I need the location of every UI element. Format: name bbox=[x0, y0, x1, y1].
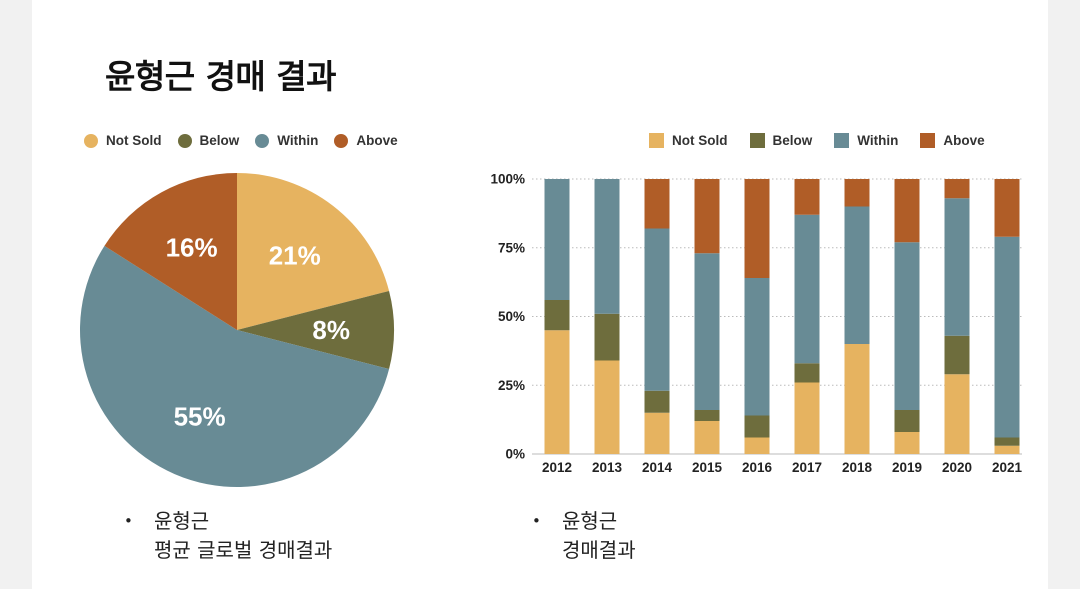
bar-segment-below-2015 bbox=[694, 410, 720, 421]
x-tick-label: 2021 bbox=[992, 460, 1022, 475]
legend-label: Not Sold bbox=[672, 133, 728, 148]
legend-swatch-within bbox=[834, 133, 850, 148]
legend-swatch-within bbox=[255, 133, 270, 148]
bar-segment-not-sold-2015 bbox=[694, 421, 720, 454]
bar-segment-not-sold-2013 bbox=[594, 360, 620, 454]
bar-segment-above-2016 bbox=[744, 179, 770, 278]
y-tick-label: 100% bbox=[490, 172, 525, 187]
legend-label: Below bbox=[772, 133, 813, 148]
pie-slice-below bbox=[237, 290, 394, 370]
bar-segment-below-2017 bbox=[794, 363, 820, 383]
legend-item-above: Above bbox=[334, 133, 398, 148]
y-tick-label: 50% bbox=[498, 309, 525, 324]
legend-label: Not Sold bbox=[106, 133, 162, 148]
bar-segment-not-sold-2016 bbox=[744, 437, 770, 454]
bar-segment-above-2018 bbox=[844, 179, 870, 207]
pie-legend: Not Sold Below Within Above bbox=[84, 133, 398, 148]
bar-segment-not-sold-2020 bbox=[944, 374, 970, 454]
legend-label: Above bbox=[943, 133, 985, 148]
legend-label: Within bbox=[277, 133, 319, 148]
bar-segment-not-sold-2021 bbox=[994, 445, 1020, 454]
bar-segment-below-2020 bbox=[944, 335, 970, 375]
note-left-line2: 평균 글로벌 경매결과 bbox=[154, 538, 333, 562]
y-tick-label: 25% bbox=[498, 378, 525, 393]
bar-segment-within-2016 bbox=[744, 278, 770, 416]
legend-item-not-sold: Not Sold bbox=[84, 133, 162, 148]
pie-slice-not-sold bbox=[237, 173, 390, 330]
stacked-bar-chart: 0% 25% 50% 75% 100% 2012 2013 2014 2015 2016 2017 2… bbox=[490, 172, 1022, 475]
x-tick-label: 2012 bbox=[542, 460, 572, 475]
bar-segment-within-2015 bbox=[694, 253, 720, 410]
pie-chart: 21% 8% 55% 16% bbox=[80, 173, 394, 487]
bar-segment-within-2019 bbox=[894, 242, 920, 410]
legend-item-below: Below bbox=[749, 133, 813, 148]
x-tick-label: 2018 bbox=[842, 460, 873, 475]
pie-slice-above bbox=[104, 173, 237, 330]
bar-segment-above-2015 bbox=[694, 179, 720, 254]
bar-segment-within-2013 bbox=[594, 179, 620, 314]
bar-segment-below-2014 bbox=[644, 390, 670, 413]
legend-swatch-below bbox=[749, 133, 765, 148]
bullet-dot: • bbox=[124, 512, 133, 530]
legend-label: Above bbox=[356, 133, 398, 148]
legend-swatch-above bbox=[334, 133, 349, 148]
bar-segment-not-sold-2012 bbox=[544, 330, 570, 454]
legend-label: Within bbox=[857, 133, 899, 148]
page-title: 윤형근 경매 결과 bbox=[105, 57, 337, 96]
x-tick-label: 2014 bbox=[642, 460, 673, 475]
note-left-line1: 윤형근 bbox=[154, 509, 210, 533]
legend-item-within: Within bbox=[255, 133, 318, 148]
pie-label-not-sold: 21% bbox=[269, 241, 321, 271]
note-left: • 윤형근 평균 글로벌 경매결과 bbox=[124, 507, 333, 565]
bar-segment-within-2020 bbox=[944, 198, 970, 336]
bar-segment-not-sold-2018 bbox=[844, 344, 870, 454]
x-tick-label: 2016 bbox=[742, 460, 773, 475]
x-tick-label: 2020 bbox=[942, 460, 972, 475]
bar-segment-below-2021 bbox=[994, 437, 1020, 446]
bar-segment-above-2014 bbox=[644, 179, 670, 229]
legend-swatch-not-sold bbox=[649, 133, 664, 148]
bar-segment-below-2012 bbox=[544, 300, 570, 331]
bar-segment-below-2016 bbox=[744, 415, 770, 438]
bar-segment-not-sold-2014 bbox=[644, 412, 670, 454]
x-tick-label: 2013 bbox=[592, 460, 623, 475]
bar-segment-within-2018 bbox=[844, 206, 870, 344]
legend-swatch-below bbox=[177, 133, 192, 148]
note-right-line1: 윤형근 bbox=[562, 509, 618, 533]
pie-label-below: 8% bbox=[312, 315, 350, 345]
slide: 윤형근 경매 결과 Not Sold Below Within Above No… bbox=[32, 0, 1048, 589]
y-tick-label: 75% bbox=[498, 240, 525, 255]
y-tick-label: 0% bbox=[505, 447, 525, 462]
legend-label: Below bbox=[199, 133, 240, 148]
bullet-dot: • bbox=[532, 512, 541, 530]
bar-segment-within-2012 bbox=[544, 179, 570, 300]
bar-segment-not-sold-2019 bbox=[894, 432, 920, 454]
note-right-line2: 경매결과 bbox=[562, 538, 636, 562]
pie-slice-within bbox=[80, 245, 390, 487]
pie-label-within: 55% bbox=[174, 401, 226, 431]
legend-item-above: Above bbox=[920, 133, 985, 148]
bar-segment-below-2013 bbox=[594, 313, 620, 361]
bar-segment-within-2017 bbox=[794, 214, 820, 364]
x-tick-label: 2015 bbox=[692, 460, 723, 475]
bar-segment-above-2017 bbox=[794, 179, 820, 215]
legend-item-not-sold: Not Sold bbox=[649, 133, 728, 148]
bar-legend: Not Sold Below Within Above bbox=[649, 133, 985, 148]
x-tick-label: 2019 bbox=[892, 460, 922, 475]
bar-segment-above-2020 bbox=[944, 179, 970, 199]
bar-segment-above-2019 bbox=[894, 179, 920, 243]
note-right: • 윤형근 경매결과 bbox=[532, 507, 636, 565]
legend-item-within: Within bbox=[834, 133, 898, 148]
bar-segment-within-2021 bbox=[994, 236, 1020, 438]
bar-segment-not-sold-2017 bbox=[794, 382, 820, 454]
pie-label-above: 16% bbox=[166, 232, 218, 262]
legend-item-below: Below bbox=[177, 133, 240, 148]
x-tick-label: 2017 bbox=[792, 460, 822, 475]
bar-segment-below-2019 bbox=[894, 410, 920, 432]
bar-segment-within-2014 bbox=[644, 228, 670, 391]
legend-swatch-not-sold bbox=[84, 133, 98, 148]
bar-segment-above-2021 bbox=[994, 179, 1020, 237]
legend-swatch-above bbox=[920, 133, 936, 148]
